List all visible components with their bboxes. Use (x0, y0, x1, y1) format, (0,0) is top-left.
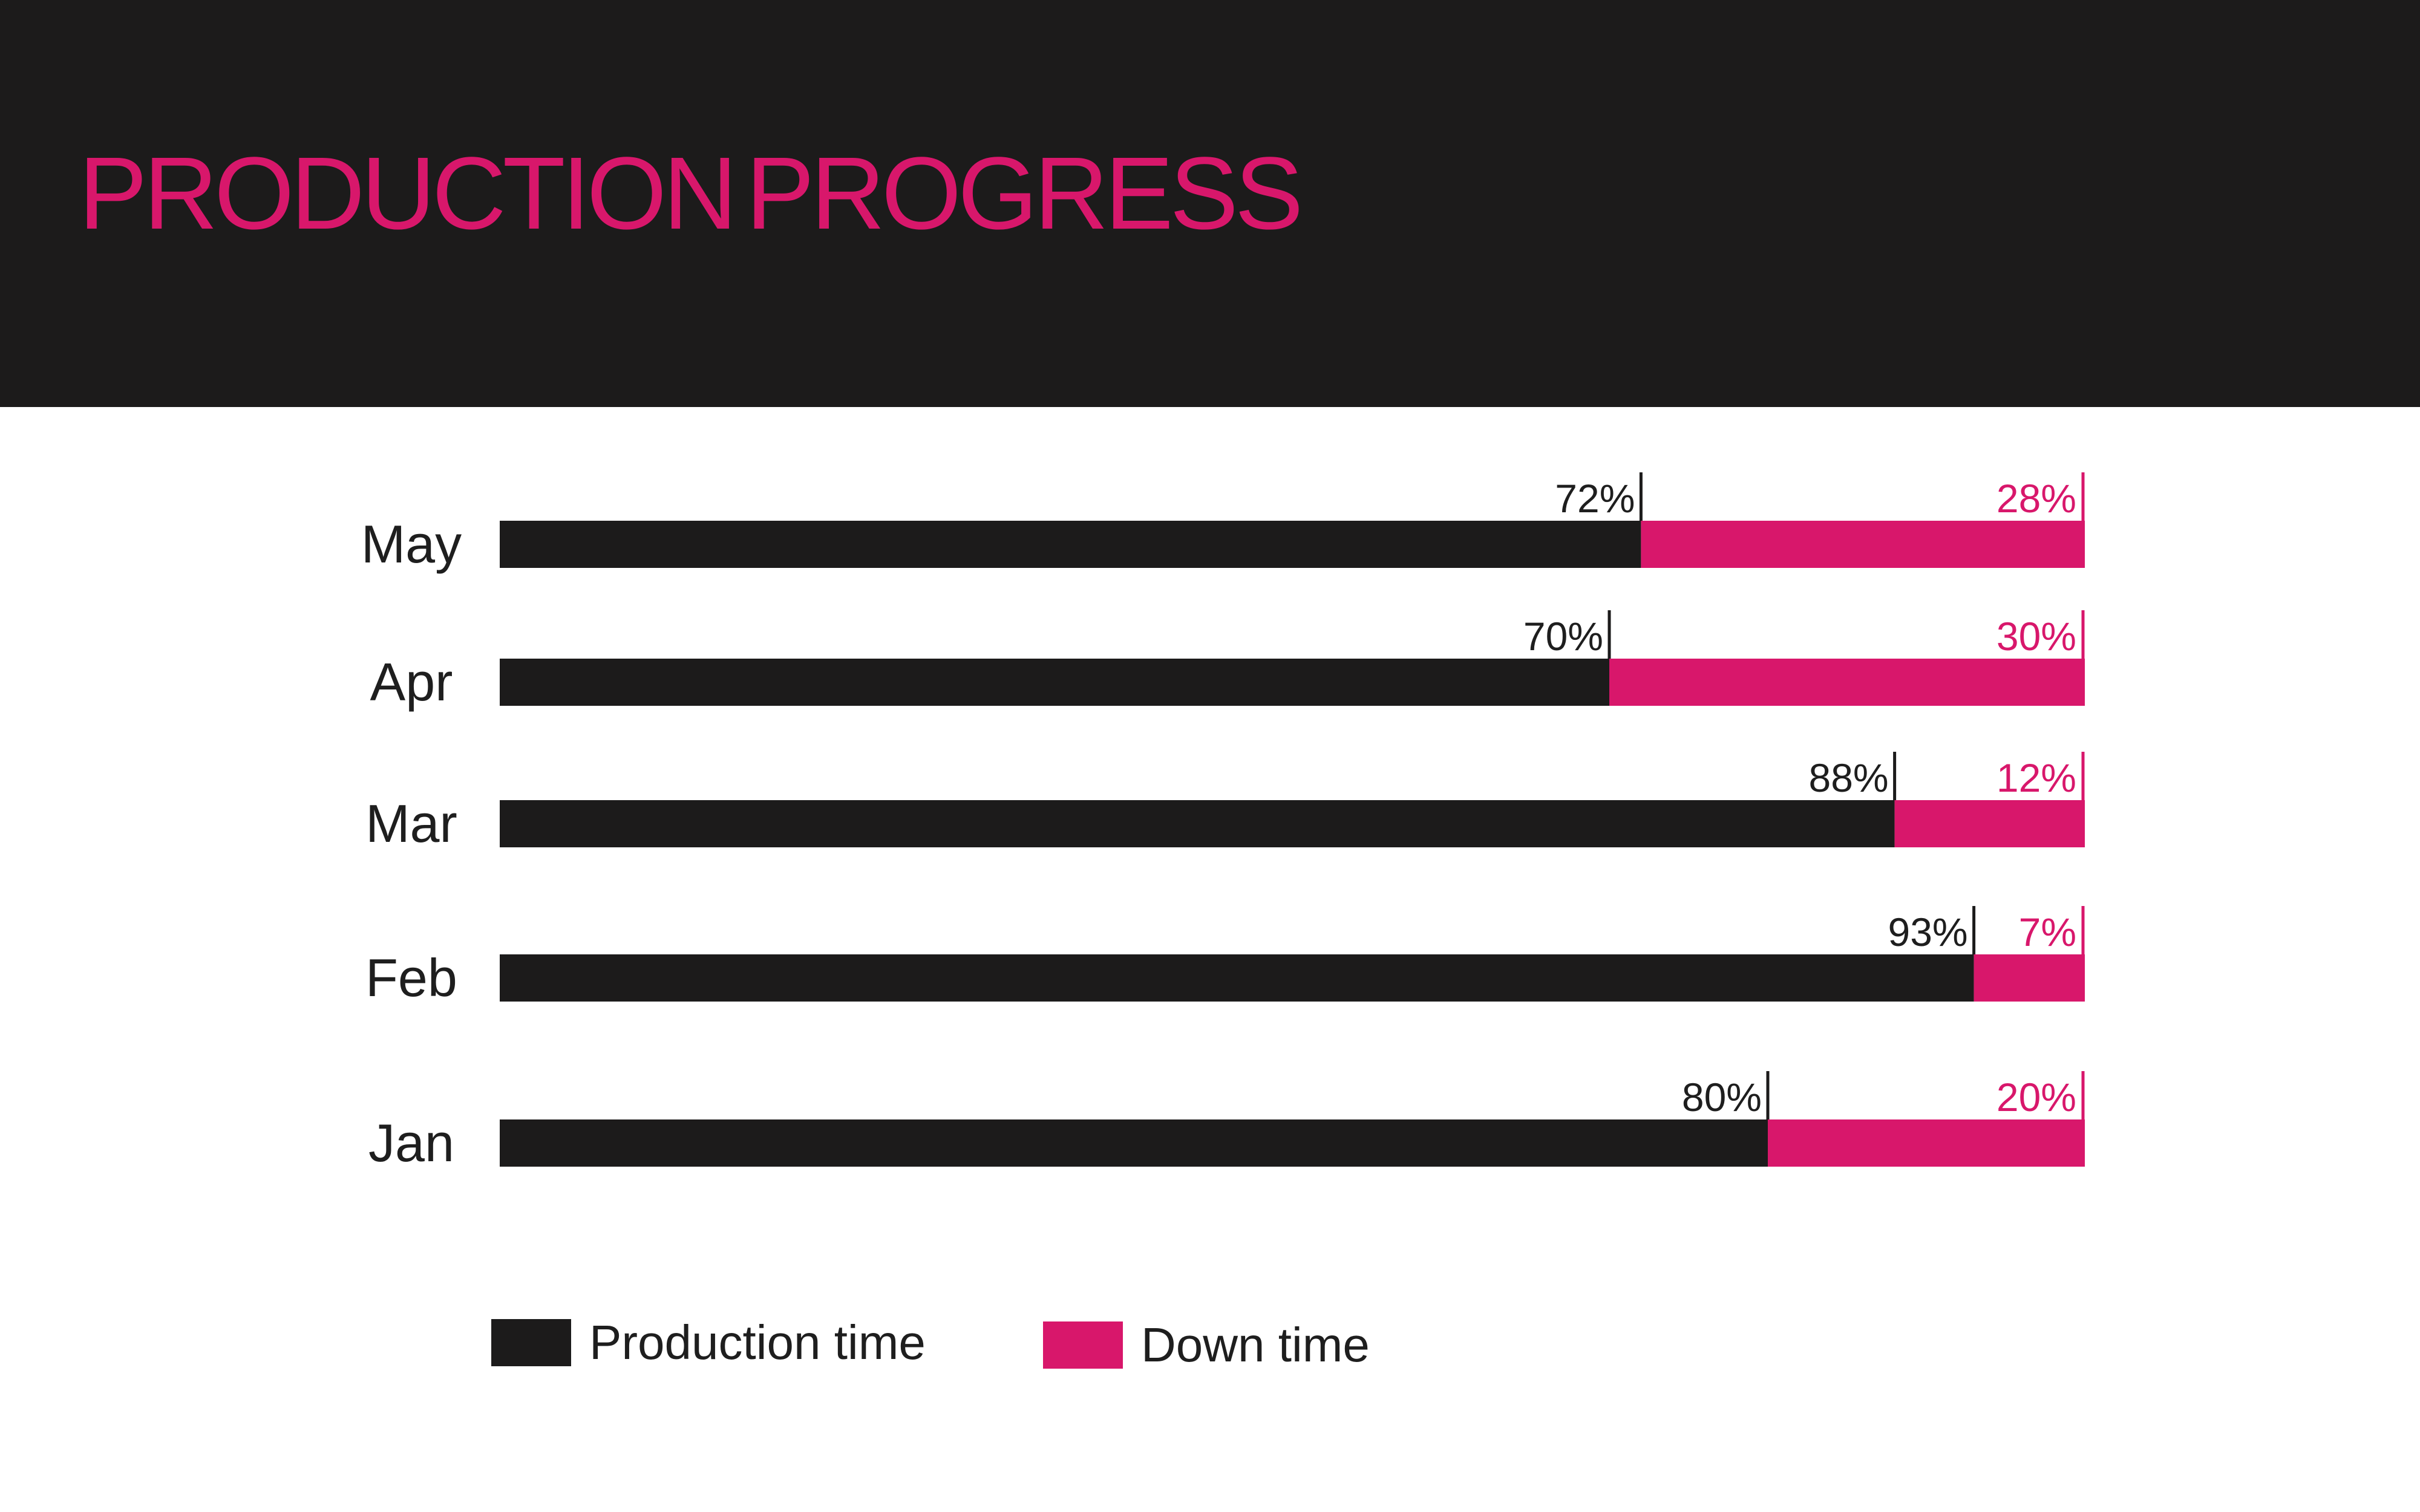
value-label-down-may: 28% (1996, 476, 2076, 521)
value-label-down-apr: 30% (1996, 614, 2076, 659)
value-label-production-may: 72% (1555, 476, 1635, 521)
category-label-mar: Mar (365, 793, 457, 853)
bar-down-apr (1609, 659, 2085, 706)
legend-swatch-down (1043, 1321, 1123, 1369)
value-label-production-jan: 80% (1682, 1075, 1762, 1119)
value-label-down-feb: 7% (2019, 910, 2076, 954)
legend-item-down: Down time (1043, 1318, 1370, 1372)
chart-title: PRODUCTION PROGRESS (79, 133, 1304, 254)
value-label-down-mar: 12% (1996, 755, 2076, 800)
bar-down-mar (1894, 800, 2085, 847)
category-label-apr: Apr (370, 652, 453, 712)
header-banner: PRODUCTION PROGRESS (0, 0, 2420, 407)
title-light: PRODUCTION (79, 136, 737, 251)
value-label-production-feb: 93% (1888, 910, 1967, 954)
bar-down-jan (1768, 1119, 2085, 1167)
value-label-down-jan: 20% (1996, 1075, 2076, 1119)
bar-down-feb (1974, 954, 2085, 1002)
title-bold: PROGRESS (745, 136, 1304, 251)
bar-production-may (500, 521, 1641, 568)
legend-swatch-production (491, 1319, 571, 1366)
bar-production-apr (500, 659, 1609, 706)
category-label-feb: Feb (365, 948, 457, 1008)
value-label-production-mar: 88% (1808, 755, 1888, 800)
category-label-jan: Jan (368, 1113, 454, 1173)
bar-production-jan (500, 1119, 1768, 1167)
legend-item-production: Production time (491, 1315, 926, 1370)
bar-production-mar (500, 800, 1895, 847)
legend-label-production: Production time (589, 1315, 926, 1369)
legend-label-down: Down time (1141, 1318, 1370, 1372)
category-label-may: May (361, 514, 462, 574)
legend: Production time Down time (491, 1315, 1943, 1376)
bar-production-feb (500, 954, 1974, 1002)
value-label-production-apr: 70% (1523, 614, 1603, 659)
bar-down-may (1641, 521, 2085, 568)
